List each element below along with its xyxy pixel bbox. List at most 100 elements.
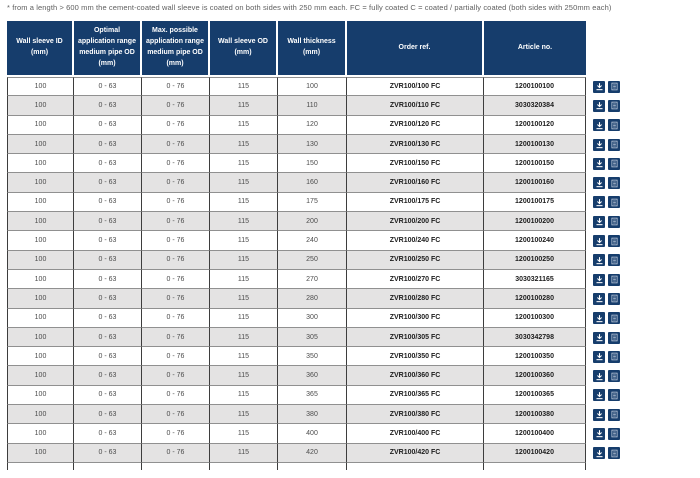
download-icon[interactable] <box>593 80 605 93</box>
cell-optimal-range: 0 - 63 <box>74 327 142 348</box>
datasheet-icon[interactable] <box>608 138 620 151</box>
datasheet-icon[interactable] <box>608 157 620 170</box>
cell-wall-sleeve-od: 115 <box>210 250 278 270</box>
datasheet-icon[interactable] <box>608 196 620 209</box>
download-icon[interactable] <box>593 427 605 440</box>
download-icon[interactable] <box>593 408 605 421</box>
cell-wall-sleeve-id: 100 <box>7 154 74 174</box>
download-icon[interactable] <box>593 370 605 383</box>
datasheet-icon[interactable] <box>608 350 620 363</box>
col-header-wall-sleeve-od: Wall sleeve OD (mm) <box>210 21 278 77</box>
datasheet-icon[interactable] <box>608 370 620 383</box>
datasheet-icon[interactable] <box>608 312 620 325</box>
datasheet-icon[interactable] <box>608 235 620 248</box>
table-row: 100 0 - 63 0 - 76 115 350 ZVR100/350 FC … <box>7 347 620 367</box>
download-icon[interactable] <box>593 196 605 209</box>
download-icon[interactable] <box>593 119 605 132</box>
datasheet-icon[interactable] <box>608 292 620 305</box>
cell-optimal-range: 0 - 63 <box>74 173 142 193</box>
datasheet-icon[interactable] <box>608 254 620 267</box>
row-actions <box>593 135 620 154</box>
cell-article-no: 1200100240 <box>484 231 586 251</box>
download-icon[interactable] <box>593 447 605 460</box>
download-icon[interactable] <box>593 157 605 170</box>
cell-wall-sleeve-od: 115 <box>210 115 278 135</box>
download-icon[interactable] <box>593 350 605 363</box>
cell-order-ref: ZVR100/100 FC <box>347 77 484 97</box>
cell-order-ref: ZVR100/160 FC <box>347 173 484 193</box>
download-icon[interactable] <box>593 273 605 286</box>
cell-wall-sleeve-od: 115 <box>210 134 278 155</box>
download-icon[interactable] <box>593 331 605 344</box>
cell-wall-sleeve-od: 115 <box>210 405 278 425</box>
cell-wall-thickness: 110 <box>278 96 347 116</box>
cell-article-no: 1200100350 <box>484 347 586 367</box>
cell-wall-thickness: 400 <box>278 424 347 444</box>
cell-article-no: 1200100280 <box>484 289 586 309</box>
cell-article-no: 1200100120 <box>484 115 586 135</box>
cell-order-ref: ZVR100/360 FC <box>347 366 484 386</box>
cell-wall-thickness: 305 <box>278 327 347 348</box>
cell-wall-thickness: 175 <box>278 192 347 213</box>
table-row: 100 0 - 63 0 - 76 115 360 ZVR100/360 FC … <box>7 366 620 386</box>
datasheet-icon[interactable] <box>608 99 620 112</box>
download-icon[interactable] <box>593 138 605 151</box>
datasheet-icon[interactable] <box>608 427 620 440</box>
cell-wall-sleeve-od: 115 <box>210 308 278 328</box>
datasheet-icon[interactable] <box>608 119 620 132</box>
cell-order-ref: ZVR100/150 FC <box>347 154 484 174</box>
cell-max-range: 0 - 76 <box>142 443 210 463</box>
datasheet-icon[interactable] <box>608 80 620 93</box>
cell-wall-thickness: 300 <box>278 308 347 328</box>
table-row: 100 0 - 63 0 - 76 115 160 ZVR100/160 FC … <box>7 173 620 193</box>
datasheet-icon[interactable] <box>608 215 620 228</box>
table-row: 100 0 - 63 0 - 76 115 250 ZVR100/250 FC … <box>7 250 620 270</box>
download-icon[interactable] <box>593 99 605 112</box>
datasheet-icon[interactable] <box>608 177 620 190</box>
cell-optimal-range: 0 - 63 <box>74 443 142 463</box>
cell-optimal-range: 0 - 63 <box>74 405 142 425</box>
datasheet-icon[interactable] <box>608 273 620 286</box>
table-row: 100 0 - 63 0 - 76 115 270 ZVR100/270 FC … <box>7 269 620 290</box>
table-row: 100 0 - 63 0 - 76 115 280 ZVR100/280 FC … <box>7 289 620 309</box>
cell-wall-sleeve-od: 115 <box>210 424 278 444</box>
cell-wall-sleeve-id: 100 <box>7 212 74 232</box>
datasheet-icon[interactable] <box>608 389 620 402</box>
cell-order-ref: ZVR100/110 FC <box>347 96 484 116</box>
cell-max-range: 0 - 76 <box>142 424 210 444</box>
product-table: Wall sleeve ID (mm) Optimal application … <box>7 21 620 470</box>
cell-article-no: 1200100150 <box>484 154 586 174</box>
cell-max-range: 0 - 76 <box>142 289 210 309</box>
cell-wall-sleeve-id: 100 <box>7 443 74 463</box>
download-icon[interactable] <box>593 235 605 248</box>
datasheet-icon[interactable] <box>608 331 620 344</box>
row-actions <box>593 116 620 135</box>
cell-max-range: 0 - 76 <box>142 405 210 425</box>
download-icon[interactable] <box>593 177 605 190</box>
col-header-max-range: Max. possible application range medium p… <box>142 21 210 77</box>
datasheet-icon[interactable] <box>608 408 620 421</box>
cell-wall-thickness: 130 <box>278 134 347 155</box>
cell-wall-sleeve-id: 100 <box>7 96 74 116</box>
cell-wall-thickness: 120 <box>278 115 347 135</box>
row-actions <box>593 193 620 212</box>
cell-max-range: 0 - 76 <box>142 77 210 97</box>
download-icon[interactable] <box>593 389 605 402</box>
table-row: 100 0 - 63 0 - 76 115 110 ZVR100/110 FC … <box>7 96 620 116</box>
download-icon[interactable] <box>593 215 605 228</box>
cell-max-range: 0 - 76 <box>142 231 210 251</box>
cell-wall-sleeve-id: 100 <box>7 424 74 444</box>
col-header-optimal-range: Optimal application range medium pipe OD… <box>74 21 142 77</box>
download-icon[interactable] <box>593 312 605 325</box>
cell-optimal-range: 0 - 63 <box>74 385 142 406</box>
download-icon[interactable] <box>593 292 605 305</box>
cell-wall-sleeve-od: 115 <box>210 443 278 463</box>
download-icon[interactable] <box>593 254 605 267</box>
table-body: 100 0 - 63 0 - 76 115 100 ZVR100/100 FC … <box>7 77 620 470</box>
row-actions <box>593 77 620 96</box>
cell-wall-sleeve-od: 115 <box>210 77 278 97</box>
cell-wall-sleeve-od: 115 <box>210 96 278 116</box>
cell-wall-thickness: 350 <box>278 347 347 367</box>
datasheet-icon[interactable] <box>608 447 620 460</box>
cell-max-range: 0 - 76 <box>142 308 210 328</box>
